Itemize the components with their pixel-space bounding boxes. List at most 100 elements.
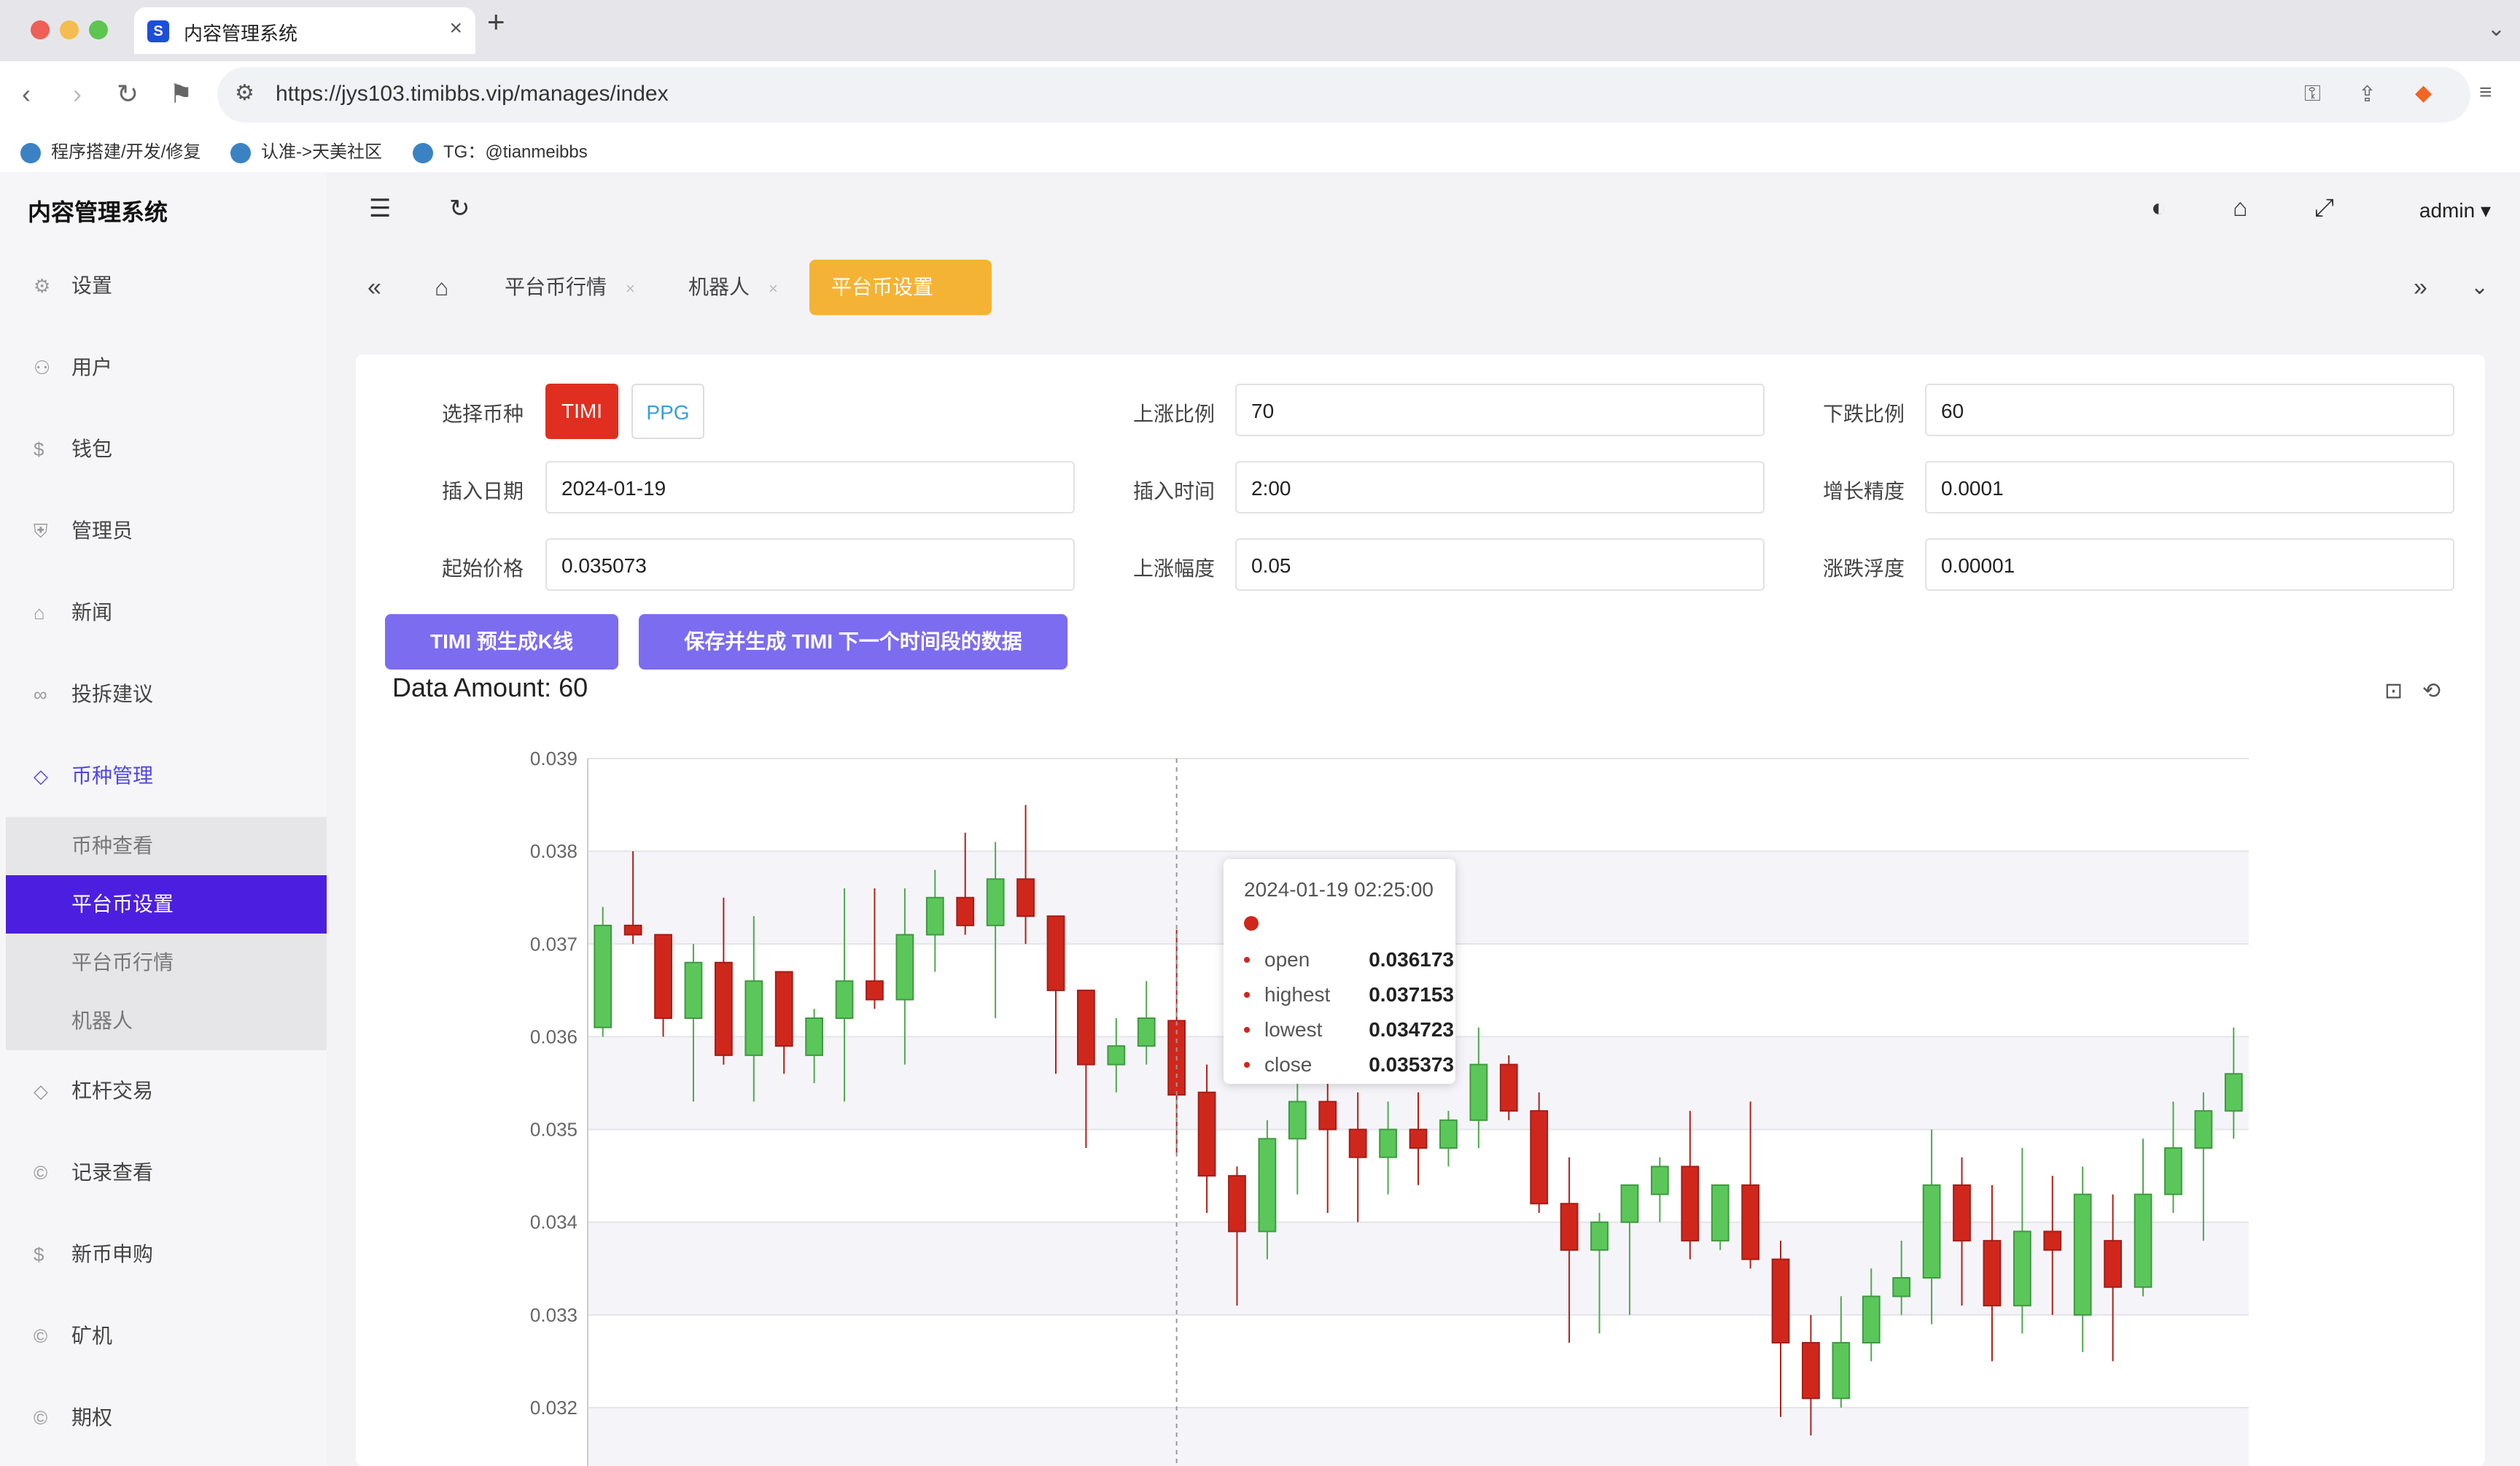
candle-body [1348, 1128, 1367, 1158]
caret-down-icon: ▾ [2480, 199, 2491, 222]
coin-option-ppg[interactable]: PPG [631, 384, 704, 439]
tabs-more-chevron-icon[interactable]: ⌄ [2470, 275, 2489, 299]
share-icon[interactable]: ⇪ [2358, 82, 2377, 106]
new-tab-icon[interactable]: + [487, 4, 505, 39]
sidebar-item-wallet[interactable]: $ 钱包 [6, 408, 327, 490]
candle-body [1016, 878, 1035, 918]
candle-body [2164, 1147, 2182, 1195]
palette-icon[interactable]: ◐ [2151, 194, 2166, 222]
close-window-button[interactable] [31, 20, 50, 39]
shield-icon: ⛨ [34, 520, 48, 542]
close-tab-icon[interactable]: × [626, 279, 635, 298]
app-title: 内容管理系统 [28, 199, 168, 225]
float-label: 涨跌浮度 [1823, 557, 1905, 580]
tab-robot[interactable]: 机器人 × [688, 260, 778, 315]
candle-body [1137, 1017, 1156, 1047]
sidebar-item-leverage[interactable]: ◇ 杠杆交易 [6, 1050, 327, 1132]
sidebar-item-settings[interactable]: ⚙ 设置 [6, 245, 327, 327]
url-field[interactable]: ⚙ https://jys103.timibbs.vip/manages/ind… [217, 67, 2470, 123]
coin-option-timi[interactable]: TIMI [545, 384, 618, 439]
sidebar-item-coin-management[interactable]: ◇ 币种管理 [6, 735, 327, 817]
bookmark-icon [413, 142, 433, 163]
refresh-icon[interactable]: ↻ [449, 195, 470, 222]
candle-body [805, 1017, 824, 1056]
candle-body [1560, 1203, 1579, 1251]
rise-ratio-label: 上涨比例 [1133, 403, 1216, 425]
copyright-icon: © [34, 1162, 48, 1184]
tabs-scroll-left-icon[interactable]: « [368, 274, 381, 301]
tag-icon[interactable]: ⌂ [2233, 194, 2248, 222]
tab-platform-coin-settings[interactable]: 平台币设置 [809, 260, 992, 315]
candle-body [1802, 1342, 1820, 1400]
browser-tab[interactable]: S 内容管理系统 × [134, 7, 475, 54]
candle-body [654, 934, 672, 1020]
candle-body [1107, 1045, 1126, 1066]
fullscreen-icon[interactable]: ⤢ [2314, 194, 2335, 222]
generate-kline-button[interactable]: TIMI 预生成K线 [385, 614, 618, 670]
sidebar-item-users[interactable]: ⚇ 用户 [6, 327, 327, 408]
start-price-input[interactable]: 0.035073 [545, 538, 1075, 591]
sidebar-item-options[interactable]: © 期权 [6, 1377, 327, 1459]
collapse-menu-icon[interactable]: ☰ [369, 195, 392, 222]
candle-body [623, 924, 642, 936]
sidebar-item-news[interactable]: ⌂ 新闻 [6, 572, 327, 654]
home-tab-icon[interactable]: ⌂ [435, 274, 449, 300]
float-input[interactable]: 0.00001 [1925, 538, 2454, 591]
maximize-window-button[interactable] [89, 20, 108, 39]
sidebar-item-suggestions[interactable]: ∞ 投拆建议 [6, 654, 327, 735]
sidebar-item-admins[interactable]: ⛨ 管理员 [6, 490, 327, 572]
tab-list-chevron-icon[interactable]: ⌄ [2486, 17, 2505, 41]
close-tab-icon[interactable]: × [449, 16, 462, 40]
candle-body [1892, 1277, 1911, 1298]
sidebar-item-new-coin[interactable]: $ 新币申购 [6, 1214, 327, 1295]
insert-time-input[interactable]: 2:00 [1235, 461, 1765, 513]
bookmark-item[interactable]: 认准->天美社区 [230, 137, 382, 163]
zoom-reset-icon[interactable]: ⟲ [2422, 679, 2441, 703]
coin-icon: $ [34, 438, 44, 460]
insert-date-label: 插入日期 [442, 480, 524, 503]
tabs-scroll-right-icon[interactable]: » [2414, 274, 2427, 301]
sidebar-item-records[interactable]: © 记录查看 [6, 1132, 327, 1214]
zoom-icon[interactable]: ⊡ [2384, 679, 2403, 703]
sidebar-item-miner[interactable]: © 矿机 [6, 1295, 327, 1377]
y-tick-label: 0.035 [530, 1119, 578, 1141]
candle-body [1620, 1184, 1639, 1223]
insert-date-input[interactable]: 2024-01-19 [545, 461, 1075, 513]
bookmark-item[interactable]: TG：@tianmeibbs [413, 137, 588, 163]
user-menu[interactable]: admin ▾ [2419, 198, 2491, 222]
coin-icon: $ [34, 1244, 44, 1265]
sidebar-item-label: 设置 [71, 274, 113, 297]
sidebar-item-label: 杠杆交易 [71, 1079, 154, 1102]
y-tick-label: 0.039 [530, 748, 578, 769]
reload-icon[interactable]: ↻ [117, 79, 139, 109]
rise-range-input[interactable]: 0.05 [1235, 538, 1765, 591]
save-generate-button[interactable]: 保存并生成 TIMI 下一个时间段的数据 [639, 614, 1068, 670]
precision-input[interactable]: 0.0001 [1925, 461, 2454, 513]
sidebar-item-label: 矿机 [71, 1325, 113, 1347]
submenu-item-robot[interactable]: 机器人 [71, 1009, 133, 1032]
brave-shield-icon[interactable]: ◆ [2415, 81, 2432, 105]
menu-icon[interactable]: ≡ [2479, 80, 2492, 104]
bullet-icon [1244, 1027, 1250, 1033]
key-icon[interactable]: ⚿ [2304, 82, 2321, 106]
minimize-window-button[interactable] [60, 20, 79, 39]
rise-ratio-input[interactable]: 70 [1235, 384, 1765, 436]
candle-body [925, 896, 944, 936]
candle-body [1741, 1184, 1759, 1260]
candle-body [1318, 1101, 1337, 1130]
tooltip-key: open [1264, 948, 1310, 971]
fall-ratio-input[interactable]: 60 [1925, 384, 2454, 436]
browser-tab-title: 内容管理系统 [184, 23, 298, 44]
tab-platform-coin-market[interactable]: 平台币行情 × [505, 260, 635, 315]
bookmark-icon[interactable]: ⚑ [169, 79, 193, 109]
submenu-item-platform-coin-settings[interactable]: 平台币设置 [6, 875, 327, 934]
close-tab-icon[interactable]: × [769, 279, 778, 298]
site-settings-icon[interactable]: ⚙ [235, 81, 254, 105]
chart-tooltip: 2024-01-19 02:25:00 open 0.036173 highest… [1224, 859, 1455, 1084]
back-icon[interactable]: ‹ [22, 79, 31, 109]
bookmark-item[interactable]: 程序搭建/开发/修复 [20, 137, 201, 163]
candle-body [2012, 1230, 2031, 1307]
forward-icon[interactable]: › [73, 79, 82, 109]
submenu-item-coin-view[interactable]: 币种查看 [71, 834, 154, 857]
submenu-item-platform-coin-market[interactable]: 平台币行情 [71, 951, 174, 974]
